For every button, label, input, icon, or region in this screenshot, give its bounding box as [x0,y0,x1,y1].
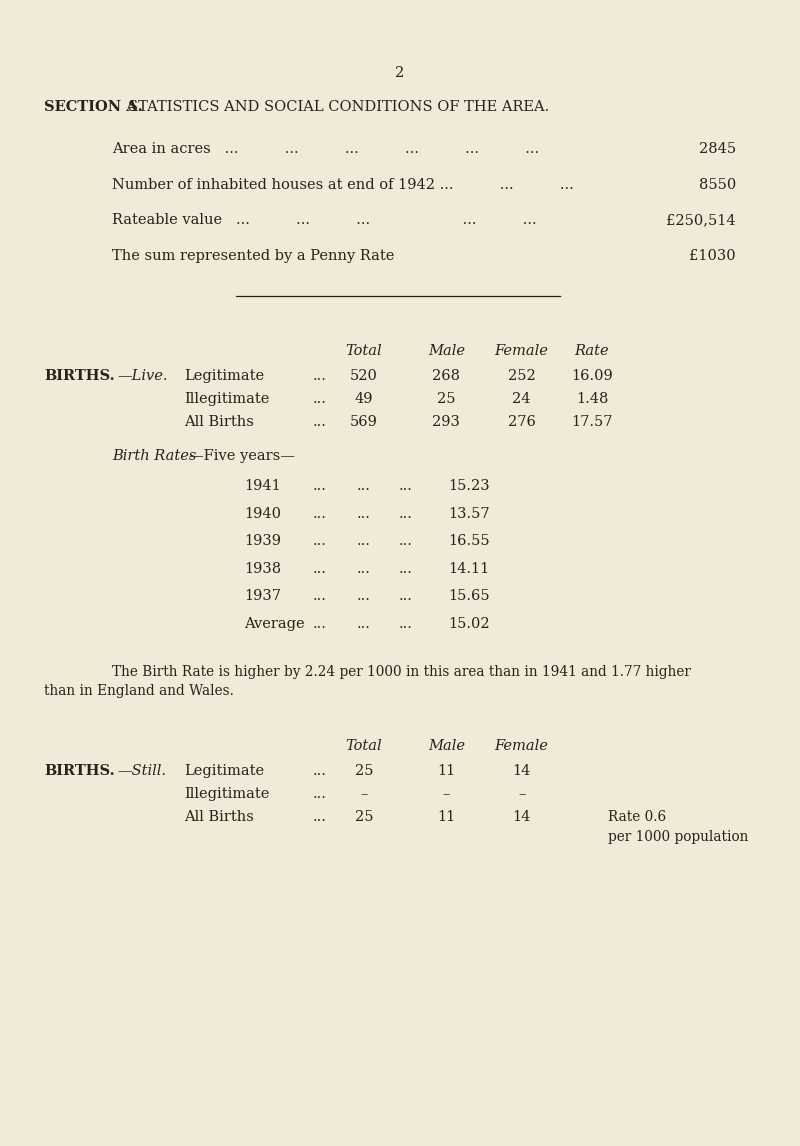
Text: Rate: Rate [574,344,610,358]
Text: 16.55: 16.55 [448,534,490,548]
Text: 14: 14 [513,810,530,824]
Text: 268: 268 [433,369,461,383]
Text: 25: 25 [437,392,456,406]
Text: 1937: 1937 [244,589,281,603]
Text: Male: Male [428,344,465,358]
Text: ...: ... [357,479,371,493]
Text: BIRTHS.: BIRTHS. [44,764,114,778]
Text: £250,514: £250,514 [666,213,736,227]
Text: 252: 252 [508,369,535,383]
Text: 16.09: 16.09 [571,369,613,383]
Text: Average: Average [244,617,305,630]
Text: Female: Female [494,344,549,358]
Text: –: – [360,787,368,801]
Text: ...: ... [313,369,327,383]
Text: 15.02: 15.02 [448,617,490,630]
Text: Number of inhabited houses at end of 1942 ...          ...          ...: Number of inhabited houses at end of 194… [112,178,588,191]
Text: ...: ... [313,617,327,630]
Text: 293: 293 [433,415,460,429]
Text: ...: ... [313,479,327,493]
Text: 24: 24 [512,392,531,406]
Text: —Still.: —Still. [118,764,166,778]
Text: ...: ... [357,507,371,520]
Text: ...: ... [313,507,327,520]
Text: ...: ... [357,589,371,603]
Text: –: – [518,787,526,801]
Text: ...: ... [398,479,413,493]
Text: ...: ... [313,415,327,429]
Text: All Births: All Births [184,415,254,429]
Text: 11: 11 [438,810,455,824]
Text: Total: Total [346,344,382,358]
Text: ...: ... [313,810,327,824]
Text: ...: ... [398,562,413,575]
Text: Legitimate: Legitimate [184,764,264,778]
Text: ...: ... [313,764,327,778]
Text: ...: ... [398,589,413,603]
Text: 49: 49 [354,392,374,406]
Text: ...: ... [313,534,327,548]
Text: All Births: All Births [184,810,254,824]
Text: £1030: £1030 [690,249,736,262]
Text: 1941: 1941 [244,479,281,493]
Text: Legitimate: Legitimate [184,369,264,383]
Text: Rateable value   ...          ...          ...                    ...          .: Rateable value ... ... ... ... . [112,213,542,227]
Text: 569: 569 [350,415,378,429]
Text: ...: ... [357,617,371,630]
Text: Area in acres   ...          ...          ...          ...          ...         : Area in acres ... ... ... ... ... [112,142,553,156]
Text: BIRTHS.: BIRTHS. [44,369,114,383]
Text: ...: ... [357,534,371,548]
Text: 15.23: 15.23 [448,479,490,493]
Text: 13.57: 13.57 [448,507,490,520]
Text: Illegitimate: Illegitimate [184,392,270,406]
Text: Rate 0.6
per 1000 population: Rate 0.6 per 1000 population [608,810,748,843]
Text: 1939: 1939 [244,534,281,548]
Text: 15.65: 15.65 [448,589,490,603]
Text: 14.11: 14.11 [448,562,490,575]
Text: ...: ... [398,534,413,548]
Text: ...: ... [313,392,327,406]
Text: SECTION A.: SECTION A. [44,100,142,113]
Text: ...: ... [357,562,371,575]
Text: 11: 11 [438,764,455,778]
Text: The Birth Rate is higher by 2.24 per 1000 in this area than in 1941 and 1.77 hig: The Birth Rate is higher by 2.24 per 100… [112,665,691,678]
Text: Total: Total [346,739,382,753]
Text: 1938: 1938 [244,562,281,575]
Text: 25: 25 [354,810,374,824]
Text: 14: 14 [513,764,530,778]
Text: The sum represented by a Penny Rate: The sum represented by a Penny Rate [112,249,394,262]
Text: ...: ... [398,617,413,630]
Text: ...: ... [313,589,327,603]
Text: STATISTICS AND SOCIAL CONDITIONS OF THE AREA.: STATISTICS AND SOCIAL CONDITIONS OF THE … [128,100,550,113]
Text: ...: ... [398,507,413,520]
Text: 25: 25 [354,764,374,778]
Text: Illegitimate: Illegitimate [184,787,270,801]
Text: —Five years—: —Five years— [189,449,294,463]
Text: 1.48: 1.48 [576,392,608,406]
Text: —Live.: —Live. [118,369,168,383]
Text: ...: ... [313,562,327,575]
Text: ...: ... [313,787,327,801]
Text: than in England and Wales.: than in England and Wales. [44,684,234,698]
Text: 8550: 8550 [698,178,736,191]
Text: Male: Male [428,739,465,753]
Text: 1940: 1940 [244,507,281,520]
Text: 2845: 2845 [699,142,736,156]
Text: Female: Female [494,739,549,753]
Text: 276: 276 [508,415,535,429]
Text: –: – [442,787,450,801]
Text: 520: 520 [350,369,378,383]
Text: Birth Rates: Birth Rates [112,449,196,463]
Text: 17.57: 17.57 [571,415,613,429]
Text: 2: 2 [395,66,405,80]
